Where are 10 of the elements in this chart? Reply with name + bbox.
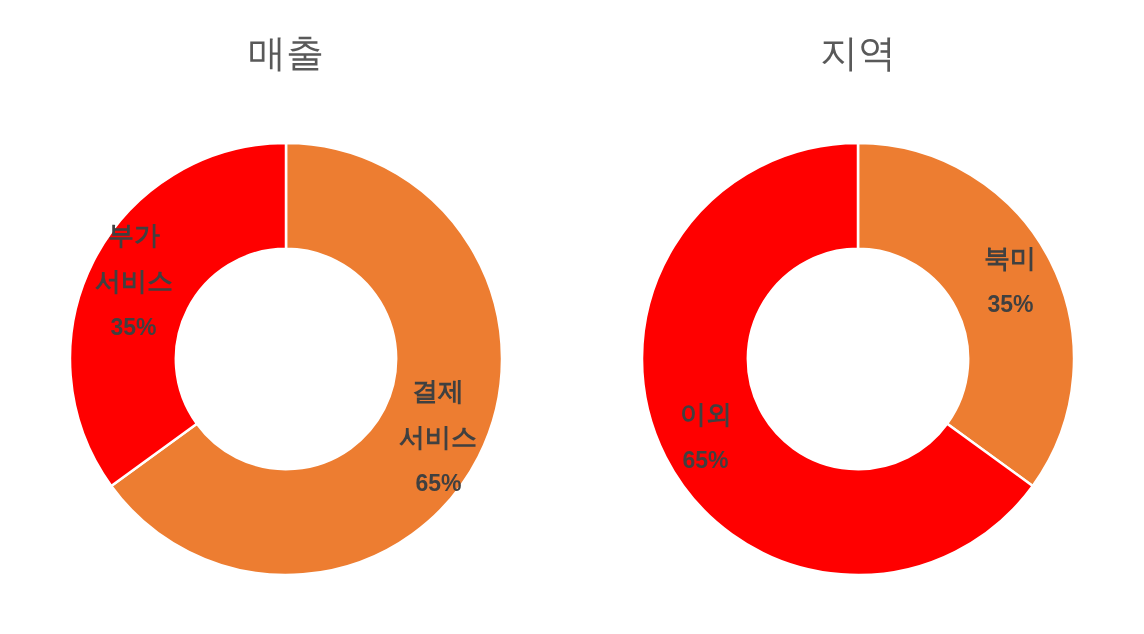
- slice-label: 이외: [679, 398, 732, 429]
- data-label: 35%: [987, 291, 1034, 318]
- data-label: 65%: [415, 469, 462, 496]
- data-label: 65%: [682, 446, 729, 473]
- data-label: 35%: [110, 314, 157, 341]
- slice-label: 결제 서비스: [399, 375, 478, 452]
- slice-label: 북미: [984, 243, 1037, 274]
- chart-title: 지역: [820, 32, 896, 74]
- chart-title: 매출: [248, 32, 324, 74]
- slice-label: 부가 서비스: [94, 220, 173, 297]
